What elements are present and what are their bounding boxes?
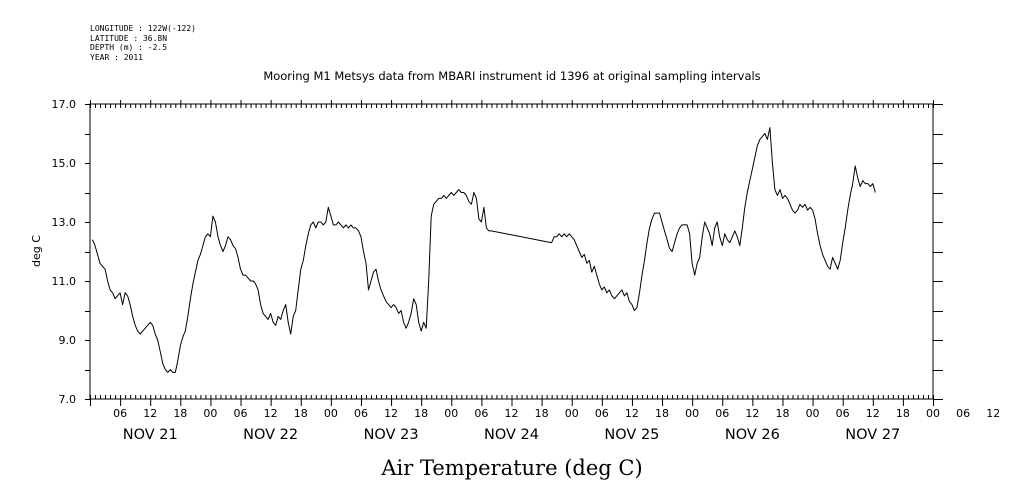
x-major-ticks bbox=[90, 100, 934, 406]
x-tick-label: 00 bbox=[203, 407, 217, 420]
axes bbox=[85, 100, 943, 406]
day-label: NOV 21 bbox=[123, 427, 178, 443]
x-tick-label: 12 bbox=[625, 407, 639, 420]
x-tick-label: 18 bbox=[655, 407, 669, 420]
day-label: NOV 24 bbox=[484, 427, 539, 443]
day-label: NOV 23 bbox=[364, 427, 419, 443]
x-tick-label: 06 bbox=[715, 407, 729, 420]
x-tick-label: 06 bbox=[956, 407, 970, 420]
day-label: NOV 22 bbox=[243, 427, 298, 443]
x-tick-label: 00 bbox=[926, 407, 940, 420]
x-tick-label: 12 bbox=[264, 407, 278, 420]
series-line bbox=[92, 127, 876, 373]
chart-title: Mooring M1 Metsys data from MBARI instru… bbox=[263, 69, 760, 83]
x-tick-label: 06 bbox=[234, 407, 248, 420]
y-tick-label: 17.0 bbox=[52, 98, 77, 111]
x-tick-label: 00 bbox=[806, 407, 820, 420]
longitude-label: LONGITUDE : 122W(-122) bbox=[90, 24, 196, 33]
x-axis-label: Air Temperature (deg C) bbox=[380, 456, 642, 480]
y-ticks bbox=[85, 104, 943, 400]
x-tick-label: 06 bbox=[113, 407, 127, 420]
plot-frame bbox=[89, 103, 934, 400]
day-label: NOV 25 bbox=[604, 427, 659, 443]
x-tick-label: 18 bbox=[896, 407, 910, 420]
x-tick-label: 00 bbox=[685, 407, 699, 420]
x-tick-label: 18 bbox=[173, 407, 187, 420]
y-tick-label: 11.0 bbox=[52, 275, 77, 288]
latitude-label: LATITUDE : 36.8N bbox=[90, 33, 168, 43]
y-axis-label: deg C bbox=[30, 235, 43, 267]
series-group bbox=[92, 127, 876, 373]
x-tick-label: 12 bbox=[505, 407, 519, 420]
x-tick-label: 18 bbox=[414, 407, 428, 420]
y-tick-label: 13.0 bbox=[52, 216, 77, 229]
y-tick-label: 15.0 bbox=[52, 157, 77, 170]
x-tick-label: 06 bbox=[474, 407, 488, 420]
depth-label: DEPTH (m) : -2.5 bbox=[90, 43, 168, 53]
day-label: NOV 27 bbox=[845, 427, 900, 443]
y-tick-label: 9.0 bbox=[59, 334, 77, 347]
x-tick-label: 18 bbox=[294, 407, 308, 420]
y-tick-labels: 7.0 9.0 11.0 13.0 15.0 17.0 bbox=[52, 98, 77, 406]
x-tick-label: 00 bbox=[324, 407, 338, 420]
x-tick-label: 00 bbox=[565, 407, 579, 420]
x-tick-label: 12 bbox=[986, 407, 1000, 420]
y-tick-label: 7.0 bbox=[59, 393, 77, 406]
x-tick-label: 18 bbox=[535, 407, 549, 420]
x-minor-ticks bbox=[90, 104, 934, 399]
day-label: NOV 26 bbox=[725, 427, 780, 443]
x-tick-label: 12 bbox=[866, 407, 880, 420]
x-tick-labels: 06 12 18 00 06 12 18 00 06 12 18 00 06 12 18 00 06 12 18 00… bbox=[113, 407, 1000, 420]
day-labels: NOV 21 NOV 22 NOV 23 NOV 24 NOV 25 NOV 26 NOV … bbox=[123, 427, 901, 443]
x-tick-label: 06 bbox=[354, 407, 368, 420]
x-tick-label: 12 bbox=[745, 407, 759, 420]
x-tick-label: 00 bbox=[444, 407, 458, 420]
year-label: YEAR : 2011 bbox=[90, 52, 143, 62]
x-tick-label: 12 bbox=[143, 407, 157, 420]
x-tick-label: 12 bbox=[384, 407, 398, 420]
x-tick-label: 18 bbox=[775, 407, 789, 420]
x-tick-label: 06 bbox=[595, 407, 609, 420]
x-tick-label: 06 bbox=[836, 407, 850, 420]
